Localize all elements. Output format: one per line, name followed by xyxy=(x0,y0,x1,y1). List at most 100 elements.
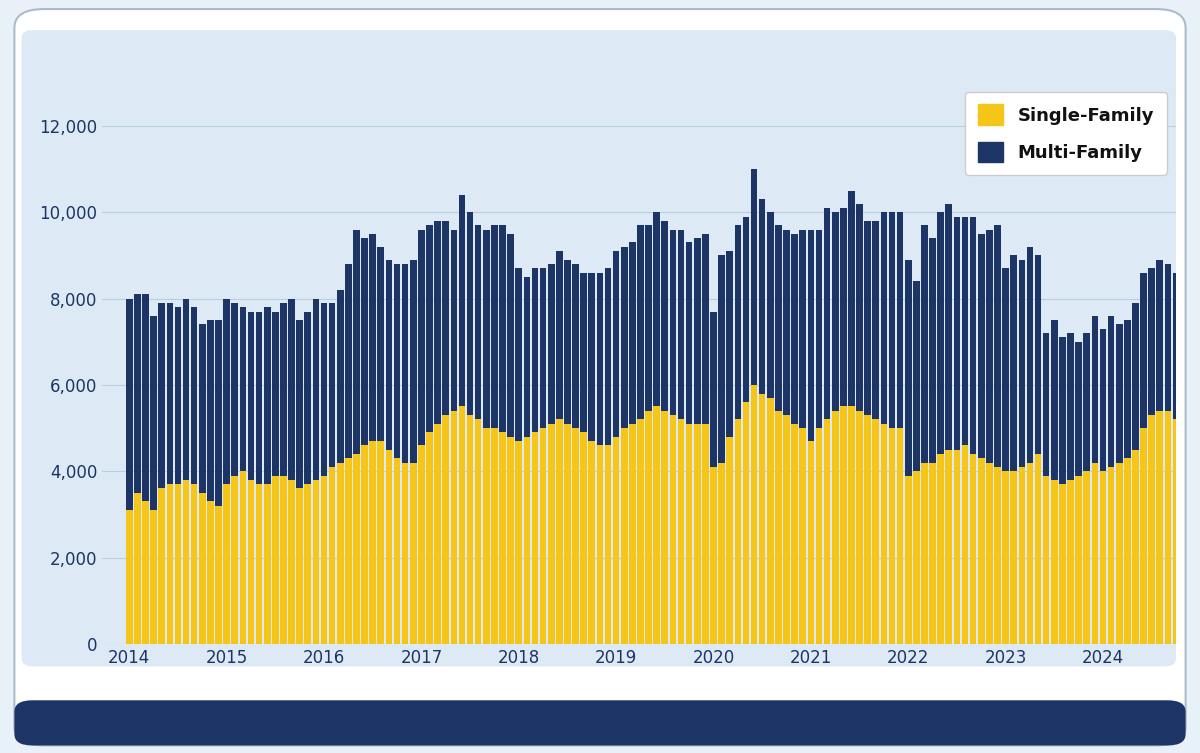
Bar xyxy=(661,221,668,411)
Bar xyxy=(954,217,960,450)
Bar xyxy=(305,312,311,484)
Bar xyxy=(978,459,984,644)
Bar xyxy=(182,299,190,480)
Bar xyxy=(620,428,628,644)
Bar xyxy=(1172,419,1180,644)
Bar xyxy=(808,230,814,441)
Bar xyxy=(288,299,295,480)
Bar xyxy=(475,419,481,644)
Bar xyxy=(881,424,887,644)
Bar xyxy=(1164,264,1171,411)
Bar xyxy=(264,307,270,484)
Bar xyxy=(872,419,880,644)
Bar xyxy=(361,238,368,445)
Bar xyxy=(857,203,863,411)
Bar xyxy=(264,484,270,644)
Bar xyxy=(556,419,563,644)
Bar xyxy=(678,230,684,419)
Bar xyxy=(329,303,336,467)
Bar xyxy=(1060,337,1066,484)
Bar xyxy=(1019,467,1025,644)
Bar xyxy=(1181,273,1188,424)
Bar xyxy=(1140,428,1147,644)
Bar xyxy=(150,510,157,644)
Bar xyxy=(710,312,716,467)
Bar xyxy=(394,264,401,459)
Bar xyxy=(312,299,319,480)
Bar xyxy=(564,260,571,424)
Bar xyxy=(646,411,652,644)
Bar xyxy=(929,462,936,644)
Bar xyxy=(426,225,433,432)
Bar xyxy=(280,476,287,644)
Bar xyxy=(978,234,984,459)
Bar xyxy=(1010,255,1018,471)
Bar xyxy=(937,454,944,644)
Bar xyxy=(653,212,660,407)
Bar xyxy=(905,260,912,476)
Bar xyxy=(410,462,416,644)
Bar xyxy=(256,484,263,644)
Bar xyxy=(1060,484,1066,644)
Bar xyxy=(548,264,554,424)
Bar xyxy=(1132,450,1139,644)
Bar xyxy=(272,476,278,644)
Bar xyxy=(353,230,360,454)
Bar xyxy=(1157,260,1163,411)
Bar xyxy=(1181,424,1188,644)
Bar xyxy=(857,411,863,644)
Bar xyxy=(758,200,766,394)
Bar xyxy=(1075,342,1082,476)
Bar xyxy=(1124,320,1130,459)
Bar xyxy=(864,415,871,644)
Bar xyxy=(872,221,880,419)
Bar xyxy=(1043,476,1050,644)
Bar xyxy=(556,252,563,419)
Text: Source: Beacon Economics: Source: Beacon Economics xyxy=(36,704,242,719)
Bar xyxy=(816,428,822,644)
Bar xyxy=(491,225,498,428)
Bar xyxy=(1148,268,1154,415)
Bar xyxy=(288,480,295,644)
Bar xyxy=(443,221,449,415)
Bar xyxy=(905,476,912,644)
Bar xyxy=(986,462,992,644)
Bar xyxy=(312,480,319,644)
Bar xyxy=(596,445,604,644)
Bar xyxy=(475,225,481,419)
Bar xyxy=(613,437,619,644)
Bar xyxy=(516,441,522,644)
Bar xyxy=(280,303,287,476)
Bar xyxy=(523,437,530,644)
Bar xyxy=(1051,480,1057,644)
Bar xyxy=(434,424,440,644)
Bar xyxy=(791,424,798,644)
Bar xyxy=(922,462,928,644)
Bar xyxy=(937,212,944,454)
Bar xyxy=(986,230,992,462)
Bar xyxy=(791,234,798,424)
Bar xyxy=(126,299,132,510)
Bar xyxy=(167,484,173,644)
Bar xyxy=(1116,462,1122,644)
Bar xyxy=(1148,415,1154,644)
Bar xyxy=(329,467,336,644)
Bar xyxy=(240,307,246,471)
Bar xyxy=(799,428,806,644)
Bar xyxy=(142,501,149,644)
Bar xyxy=(1043,333,1050,476)
Bar xyxy=(467,212,473,415)
Bar xyxy=(191,484,198,644)
Bar xyxy=(272,312,278,476)
Bar xyxy=(126,510,132,644)
Bar xyxy=(734,225,742,419)
Bar xyxy=(1027,462,1033,644)
Bar xyxy=(913,282,919,471)
Bar xyxy=(134,492,140,644)
Bar xyxy=(581,273,587,432)
Bar xyxy=(775,225,781,411)
Bar xyxy=(443,415,449,644)
Bar xyxy=(881,212,887,424)
Bar xyxy=(402,462,408,644)
Bar xyxy=(482,428,490,644)
